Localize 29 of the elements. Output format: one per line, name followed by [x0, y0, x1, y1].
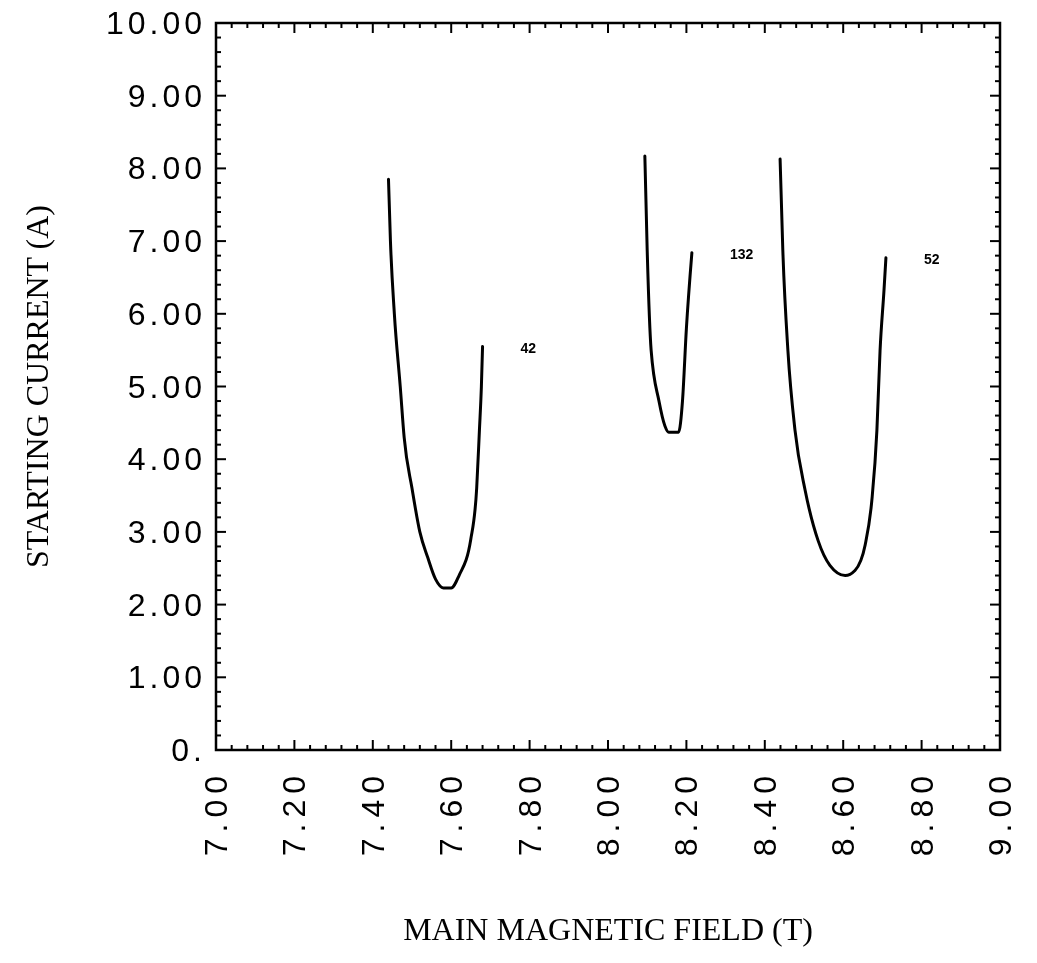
x-tick-label: 7.40	[354, 770, 391, 857]
line-series	[643, 154, 694, 434]
y-tick-label: 8.00	[127, 150, 206, 187]
y-tick-label: 2.00	[127, 586, 206, 623]
y-tick-label: 6.00	[127, 295, 206, 332]
text: 42	[520, 339, 537, 356]
y-tick-label: 1.00	[127, 659, 206, 696]
y-tick-label: 7.00	[127, 223, 206, 260]
x-tick-label: 7.20	[276, 770, 313, 857]
x-tick-label: 8.40	[746, 770, 783, 857]
y-tick-label: 5.00	[127, 368, 206, 405]
line-series	[778, 157, 888, 578]
y-tick-label: 0.	[171, 732, 206, 768]
x-tick-label: 9.00	[982, 770, 1018, 857]
y-tick-label: 9.00	[127, 77, 206, 114]
line-series	[386, 177, 485, 590]
text: 52	[923, 250, 940, 267]
text: 132	[729, 245, 754, 262]
y-tick-label: 3.00	[127, 513, 206, 550]
y-axis-title: STARTING CURRENT (A)	[19, 205, 55, 568]
x-tick-label: 7.80	[511, 770, 548, 857]
x-tick-label: 8.60	[825, 770, 862, 857]
x-tick-label: 8.80	[903, 770, 940, 857]
y-tick-label: 10.00	[105, 5, 206, 41]
x-tick-label: 8.20	[668, 770, 705, 857]
y-tick-label: 4.00	[127, 441, 206, 478]
x-axis-title: MAIN MAGNETIC FIELD (T)	[403, 911, 813, 947]
x-tick-label: 7.60	[433, 770, 470, 857]
x-tick-label: 8.00	[590, 770, 626, 857]
